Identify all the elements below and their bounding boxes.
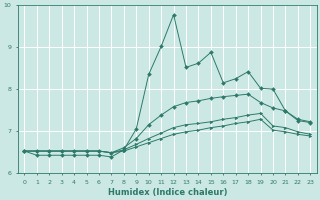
X-axis label: Humidex (Indice chaleur): Humidex (Indice chaleur): [108, 188, 227, 197]
